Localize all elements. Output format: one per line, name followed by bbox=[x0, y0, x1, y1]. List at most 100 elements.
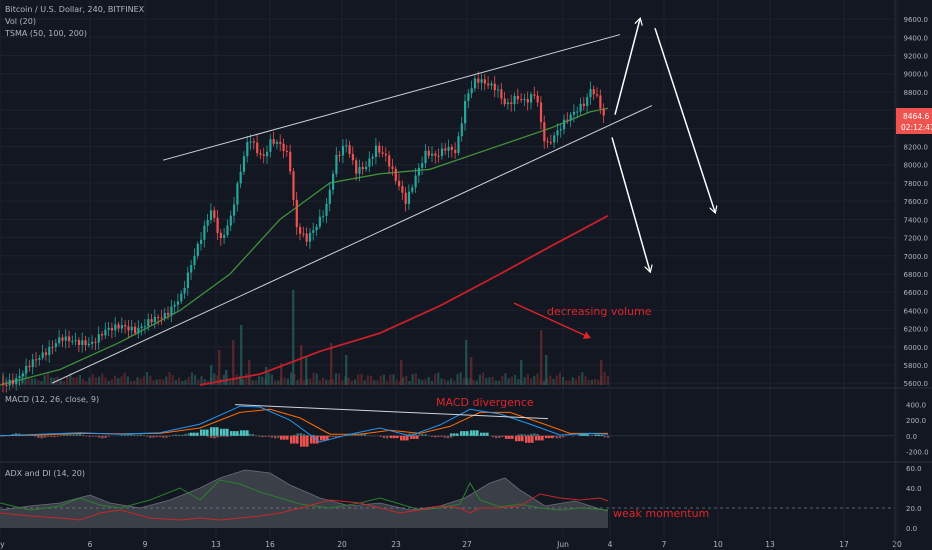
candle-body[interactable] bbox=[596, 94, 599, 96]
candle-body[interactable] bbox=[539, 102, 543, 123]
candle-body[interactable] bbox=[183, 288, 186, 294]
adx-panel[interactable] bbox=[0, 469, 895, 528]
candle-body[interactable] bbox=[543, 122, 546, 142]
candle-body[interactable] bbox=[266, 151, 269, 157]
candle-body[interactable] bbox=[388, 155, 391, 167]
candle-body[interactable] bbox=[526, 99, 529, 103]
candle-body[interactable] bbox=[242, 156, 246, 172]
candle-body[interactable] bbox=[272, 139, 275, 144]
candle-body[interactable] bbox=[407, 191, 411, 204]
candle-body[interactable] bbox=[173, 304, 176, 307]
candle-body[interactable] bbox=[467, 93, 470, 101]
tsma-legend[interactable]: TSMA (50, 100, 200) bbox=[4, 29, 87, 38]
candle-body[interactable] bbox=[114, 324, 117, 331]
candle-body[interactable] bbox=[312, 230, 315, 233]
candle-body[interactable] bbox=[444, 148, 447, 151]
candle-body[interactable] bbox=[361, 167, 364, 170]
candle-body[interactable] bbox=[124, 325, 127, 327]
candle-body[interactable] bbox=[74, 340, 77, 342]
candle-body[interactable] bbox=[576, 111, 579, 113]
candle-body[interactable] bbox=[447, 147, 450, 151]
drawing-tools[interactable] bbox=[51, 19, 715, 384]
candle-body[interactable] bbox=[84, 340, 87, 346]
candle-body[interactable] bbox=[328, 189, 331, 204]
candle-body[interactable] bbox=[186, 272, 189, 289]
candle-body[interactable] bbox=[239, 171, 242, 184]
candle-body[interactable] bbox=[470, 88, 473, 94]
candle-body[interactable] bbox=[104, 329, 107, 336]
candle-body[interactable] bbox=[200, 239, 203, 244]
candle-body[interactable] bbox=[180, 293, 183, 302]
adx-line[interactable] bbox=[0, 469, 609, 512]
candle-body[interactable] bbox=[127, 326, 130, 331]
candle-body[interactable] bbox=[434, 153, 437, 156]
candle-body[interactable] bbox=[335, 154, 338, 174]
candle-body[interactable] bbox=[553, 135, 556, 143]
candle-body[interactable] bbox=[437, 155, 440, 157]
candle-body[interactable] bbox=[414, 175, 417, 188]
candle-body[interactable] bbox=[549, 142, 552, 144]
candle-body[interactable] bbox=[51, 346, 54, 348]
candle-body[interactable] bbox=[348, 145, 351, 155]
candle-body[interactable] bbox=[506, 102, 510, 105]
candle-body[interactable] bbox=[454, 149, 457, 154]
candle-body[interactable] bbox=[563, 119, 566, 130]
candle-body[interactable] bbox=[431, 153, 434, 156]
candle-body[interactable] bbox=[533, 94, 536, 96]
candle-body[interactable] bbox=[176, 301, 180, 305]
candle-body[interactable] bbox=[25, 365, 28, 374]
candle-body[interactable] bbox=[477, 78, 480, 83]
projection-arrow[interactable] bbox=[611, 137, 650, 271]
candle-body[interactable] bbox=[130, 326, 133, 331]
candle-body[interactable] bbox=[160, 317, 163, 319]
candle-body[interactable] bbox=[223, 235, 226, 239]
candle-body[interactable] bbox=[170, 306, 173, 316]
candle-body[interactable] bbox=[391, 166, 394, 169]
candle-body[interactable] bbox=[18, 376, 21, 379]
candle-body[interactable] bbox=[196, 243, 199, 256]
candle-body[interactable] bbox=[110, 327, 114, 331]
candle-body[interactable] bbox=[381, 152, 384, 154]
candle-body[interactable] bbox=[599, 95, 602, 109]
candle-body[interactable] bbox=[249, 141, 252, 143]
candle-body[interactable] bbox=[150, 319, 153, 323]
candle-body[interactable] bbox=[487, 83, 490, 86]
candle-body[interactable] bbox=[341, 145, 345, 156]
volume-trend-arrow[interactable] bbox=[513, 302, 591, 339]
candle-body[interactable] bbox=[460, 123, 463, 137]
candle-body[interactable] bbox=[213, 210, 216, 218]
candle-body[interactable] bbox=[516, 95, 519, 100]
candle-body[interactable] bbox=[355, 160, 358, 174]
candle-body[interactable] bbox=[513, 95, 516, 105]
candle-body[interactable] bbox=[523, 99, 526, 101]
candle-body[interactable] bbox=[427, 150, 430, 156]
candle-body[interactable] bbox=[163, 312, 166, 318]
candle-body[interactable] bbox=[107, 327, 110, 330]
candle-body[interactable] bbox=[38, 357, 41, 360]
candle-body[interactable] bbox=[269, 139, 272, 152]
macd-divergence-line[interactable] bbox=[234, 404, 549, 420]
candle-body[interactable] bbox=[5, 384, 8, 386]
candle-body[interactable] bbox=[480, 79, 483, 83]
candle-body[interactable] bbox=[510, 102, 513, 105]
candle-body[interactable] bbox=[351, 154, 354, 161]
lower-trendline[interactable] bbox=[51, 105, 653, 384]
candle-body[interactable] bbox=[259, 153, 262, 155]
macd-line[interactable] bbox=[0, 405, 609, 443]
candle-body[interactable] bbox=[147, 319, 150, 327]
candle-body[interactable] bbox=[226, 225, 229, 236]
candle-body[interactable] bbox=[252, 141, 255, 143]
candle-body[interactable] bbox=[358, 167, 361, 174]
candle-body[interactable] bbox=[97, 334, 100, 343]
candle-body[interactable] bbox=[546, 141, 549, 143]
candle-body[interactable] bbox=[464, 100, 467, 124]
candle-body[interactable] bbox=[586, 97, 589, 106]
candle-body[interactable] bbox=[325, 203, 328, 216]
candle-body[interactable] bbox=[398, 180, 401, 187]
candle-body[interactable] bbox=[566, 119, 569, 121]
di-minus-line[interactable] bbox=[0, 493, 609, 521]
candle-body[interactable] bbox=[81, 340, 84, 345]
candle-body[interactable] bbox=[68, 336, 71, 342]
candle-body[interactable] bbox=[589, 89, 592, 98]
candle-body[interactable] bbox=[28, 365, 31, 368]
